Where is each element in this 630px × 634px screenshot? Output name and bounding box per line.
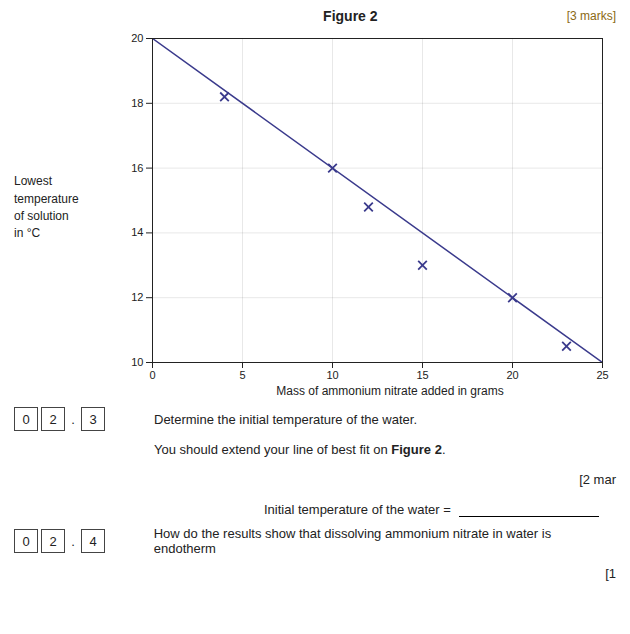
svg-text:14: 14 bbox=[131, 226, 143, 238]
html-text:[1: [1 bbox=[605, 565, 616, 581]
html-text:Mass of ammonium nitrate added: Mass of ammonium nitrate added in grams bbox=[276, 384, 504, 398]
html-text:You should extend your line of: You should extend your line of best fit … bbox=[154, 441, 446, 457]
svg-text:0: 0 bbox=[149, 369, 155, 381]
svg-text:16: 16 bbox=[131, 162, 143, 174]
svg-text:20: 20 bbox=[131, 32, 143, 44]
html-text:Initial temperature of the wat: Initial temperature of the water = bbox=[264, 501, 451, 517]
html-text:Determine the initial temperat: Determine the initial temperature of the… bbox=[154, 411, 417, 427]
html-text:[3 marks]: [3 marks] bbox=[566, 9, 616, 23]
svg-text:10: 10 bbox=[131, 356, 143, 368]
svg-text:18: 18 bbox=[131, 97, 143, 109]
html-text:0: 0 bbox=[22, 411, 30, 427]
svg-text:25: 25 bbox=[596, 369, 608, 381]
html-text:Figure 2: Figure 2 bbox=[323, 8, 378, 24]
html-text:2: 2 bbox=[49, 411, 57, 427]
svg-text:15: 15 bbox=[416, 369, 428, 381]
html-text:4: 4 bbox=[89, 533, 97, 549]
svg-text:10: 10 bbox=[326, 369, 338, 381]
html-text:Lowest temperature of solution: Lowest temperature of solution in °C bbox=[14, 174, 79, 241]
html-text:0: 0 bbox=[22, 533, 30, 549]
svg-text:12: 12 bbox=[131, 291, 143, 303]
svg-text:5: 5 bbox=[239, 369, 245, 381]
html-text:How do the results show that d: How do the results show that dissolving … bbox=[153, 526, 552, 556]
html-text:2: 2 bbox=[49, 533, 57, 549]
svg-text:20: 20 bbox=[506, 369, 518, 381]
html-text:3: 3 bbox=[89, 411, 97, 427]
html-text:[2 mar: [2 mar bbox=[579, 471, 616, 487]
